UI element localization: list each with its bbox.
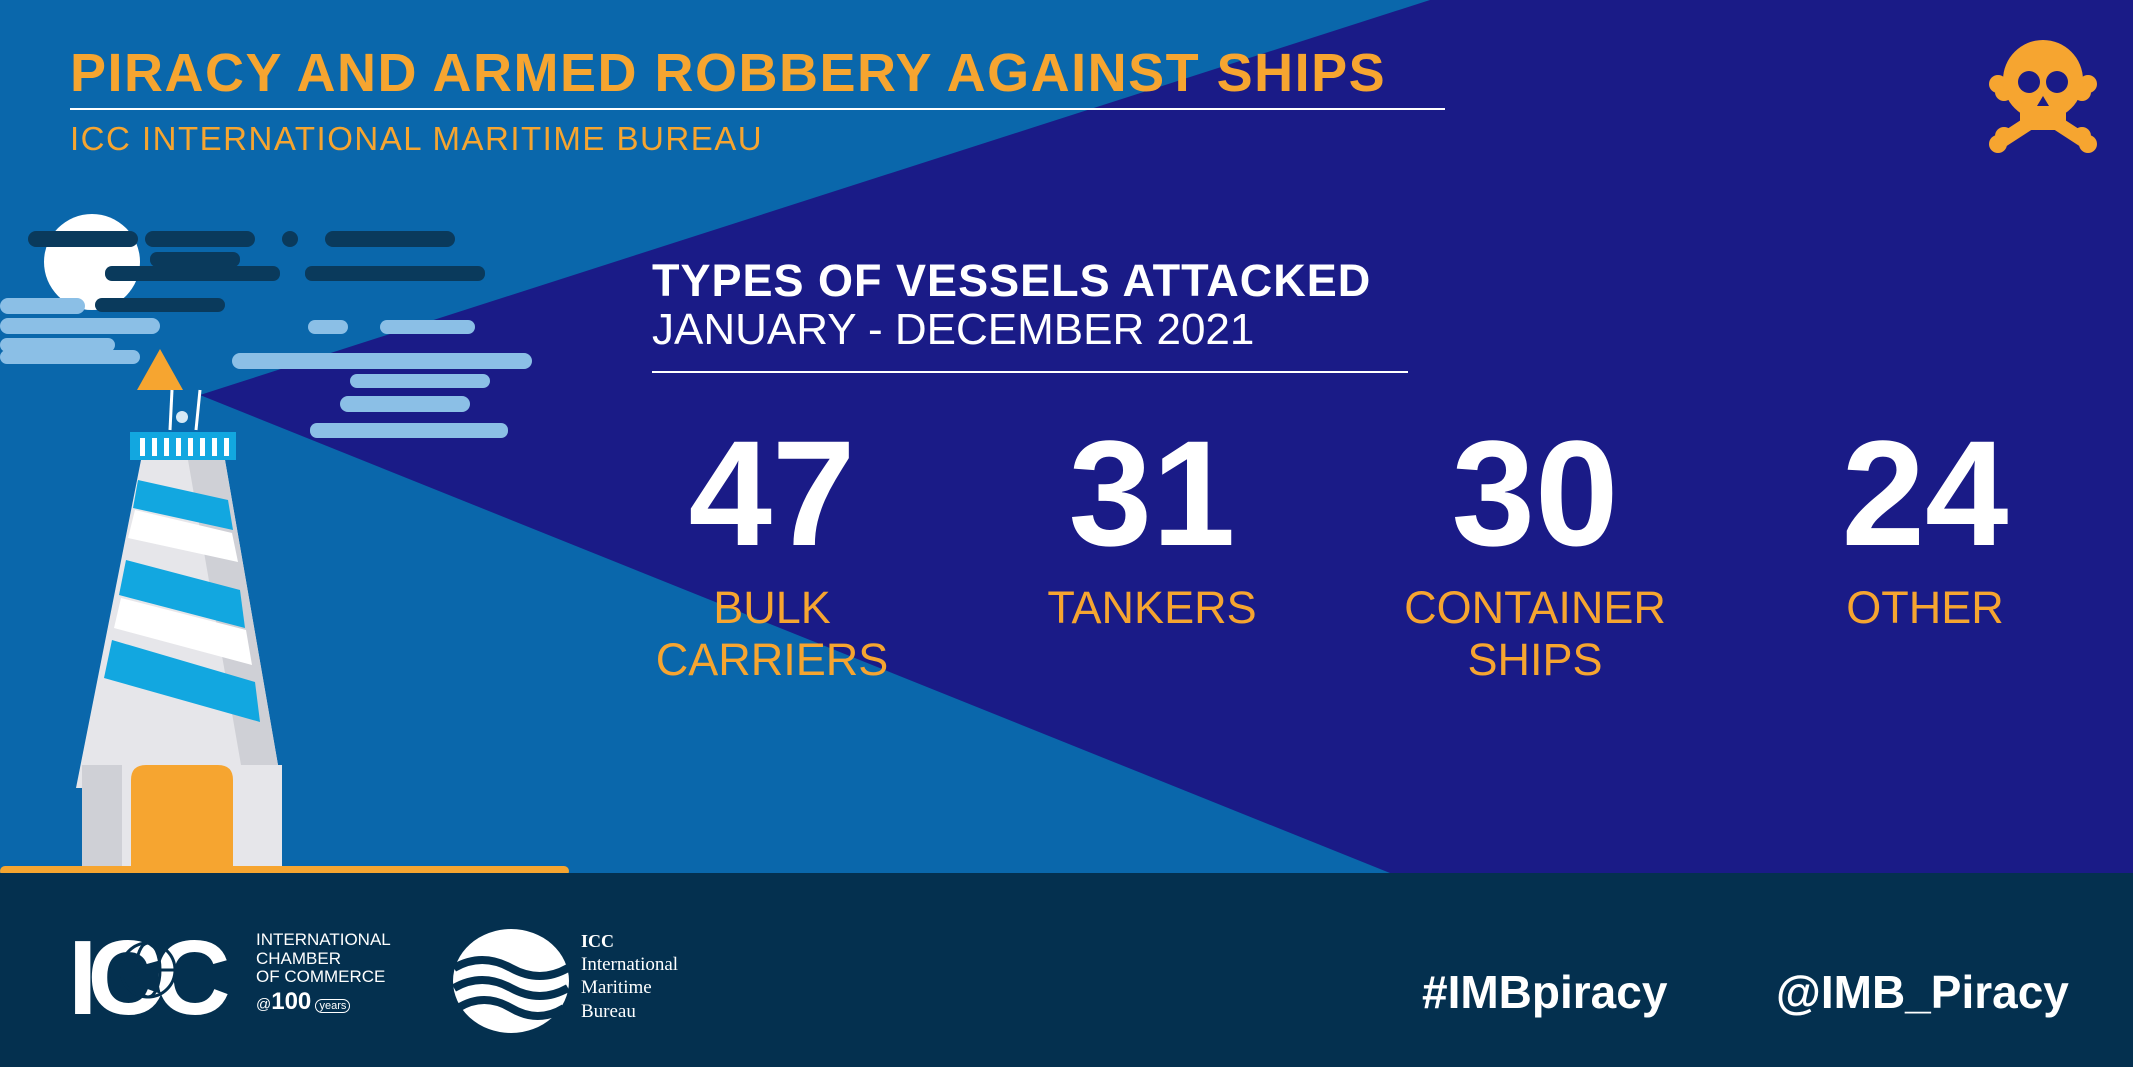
section-period: JANUARY - DECEMBER 2021 [652, 305, 1255, 354]
skull-and-crossbones-icon [1989, 40, 2097, 153]
imb-logo-line: International [581, 953, 679, 975]
imb-logo-line: Maritime [581, 977, 652, 999]
globe-icon [119, 941, 177, 999]
stat-label-line: TANKERS [1047, 582, 1257, 633]
page-subtitle: ICC INTERNATIONAL MARITIME BUREAU [70, 120, 764, 157]
icc-logo-line: CHAMBER [256, 948, 342, 968]
hashtag-link[interactable]: #IMBpiracy [1422, 966, 1668, 1018]
stat-tankers: 31 TANKERS [992, 418, 1312, 634]
stat-value: 24 [1841, 409, 2009, 577]
stat-label: OTHER [1765, 582, 2085, 634]
icc-logo-line: INTERNATIONAL [256, 930, 391, 949]
imb-logo-line: Bureau [581, 1001, 636, 1022]
lighthouse-icon [0, 349, 569, 876]
stat-value: 47 [688, 409, 856, 577]
stat-value: 30 [1451, 409, 1619, 577]
stat-label-line: OTHER [1846, 582, 2004, 633]
imb-wave-logo-icon [452, 929, 570, 1033]
icc-logo-text: INTERNATIONAL CHAMBER OF COMMERCE [256, 930, 391, 987]
moon-icon [44, 214, 140, 310]
stat-label: TANKERS [992, 582, 1312, 634]
stat-other: 24 OTHER [1765, 418, 2085, 634]
stat-label: BULK CARRIERS [612, 582, 932, 686]
stat-bulk-carriers: 47 BULK CARRIERS [612, 418, 932, 686]
page-title: PIRACY AND ARMED ROBBERY AGAINST SHIPS [70, 43, 1387, 103]
section-title: TYPES OF VESSELS ATTACKED [652, 255, 1372, 306]
icc-anniversary-word: years [315, 999, 351, 1013]
title-divider [70, 108, 1445, 110]
stat-label: CONTAINER SHIPS [1375, 582, 1695, 686]
stat-label-line: SHIPS [1467, 633, 1603, 685]
stat-label-line: BULK [713, 582, 831, 633]
stat-label-line: CARRIERS [655, 633, 889, 685]
section-divider [652, 371, 1408, 373]
clouds-icon [0, 231, 532, 438]
imb-logo-line: ICC [581, 931, 615, 951]
icc-logo-line: OF COMMERCE [256, 967, 386, 987]
stat-value: 31 [1068, 409, 1236, 577]
imb-logo-text: ICC International Maritime Bureau [581, 930, 678, 1024]
icc-anniversary-at: @ [256, 996, 272, 1013]
light-beam-area [0, 0, 1430, 873]
stat-container-ships: 30 CONTAINER SHIPS [1375, 418, 1695, 686]
social-handle-link[interactable]: @IMB_Piracy [1776, 966, 2069, 1018]
stat-label-line: CONTAINER [1404, 582, 1666, 633]
icc-anniversary-badge: @100 years [256, 988, 351, 1016]
footer-bar [0, 873, 2133, 1067]
icc-anniversary-number: 100 [271, 988, 312, 1015]
